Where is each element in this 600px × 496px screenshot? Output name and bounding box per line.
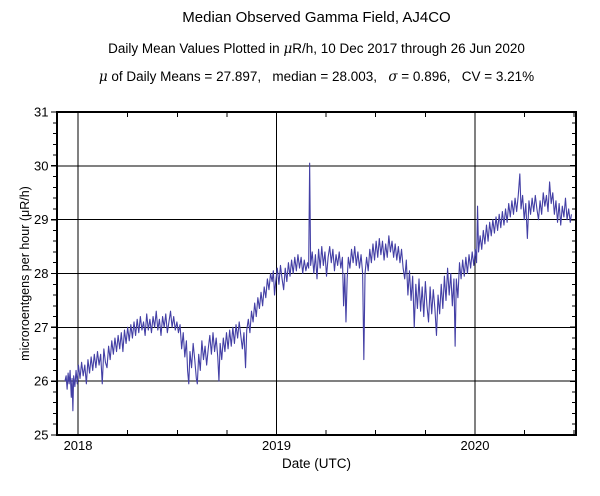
greek-symbol: σ bbox=[388, 69, 398, 85]
y-tick-label: 27 bbox=[34, 320, 48, 335]
chart-title: Median Observed Gamma Field, AJ4CO bbox=[182, 9, 451, 26]
chart-subtitle: Daily Mean Values Plotted in μR/h, 10 De… bbox=[57, 41, 576, 58]
text-segment: Daily Mean Values Plotted in bbox=[108, 41, 284, 56]
text-segment: R/h, 10 Dec 2017 through 26 Jun 2020 bbox=[292, 41, 525, 56]
y-tick-label: 28 bbox=[34, 266, 48, 281]
y-tick-label: 30 bbox=[34, 158, 48, 173]
greek-symbol: μ bbox=[98, 69, 108, 85]
text-segment: of Daily Means = 27.897, median = 28.003… bbox=[107, 69, 389, 84]
x-axis-label: Date (UTC) bbox=[282, 456, 351, 471]
y-axis-label: microroentgens per hour (μR/h) bbox=[18, 186, 32, 361]
data-line bbox=[64, 162, 572, 412]
x-tick-label: 2019 bbox=[262, 438, 291, 453]
chart-stats-line: μ of Daily Means = 27.897, median = 28.0… bbox=[57, 69, 576, 86]
y-tick-label: 31 bbox=[34, 105, 48, 120]
x-tick-label: 2020 bbox=[461, 438, 490, 453]
y-tick-label: 26 bbox=[34, 374, 48, 389]
greek-symbol: μ bbox=[283, 41, 293, 57]
x-tick-label: 2018 bbox=[64, 438, 93, 453]
y-tick-label: 25 bbox=[34, 428, 48, 443]
y-tick-label: 29 bbox=[34, 212, 48, 227]
text-segment: = 0.896, CV = 3.21% bbox=[397, 69, 535, 84]
